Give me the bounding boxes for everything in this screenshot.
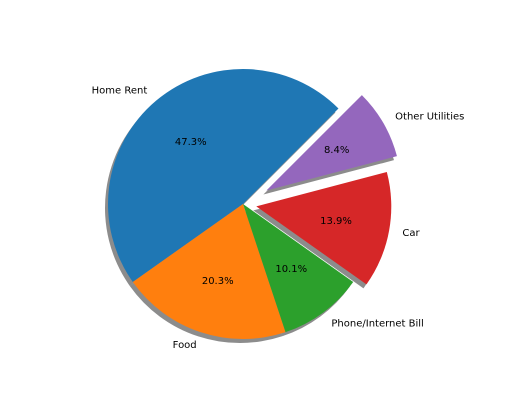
slice-food	[132, 204, 286, 339]
slice-other-utilities	[266, 95, 397, 191]
slice-home-rent	[107, 68, 339, 282]
slice-car	[256, 172, 392, 285]
slice-pct-other-utilities: 8.4%	[324, 145, 349, 156]
slice-label-other-utilities: Other Utilities	[395, 112, 464, 123]
slice-pct-phone-internet-bill: 10.1%	[275, 264, 307, 275]
slice-pct-food: 20.3%	[202, 276, 234, 287]
slice-pct-home-rent: 47.3%	[175, 137, 207, 148]
slice-label-food: Food	[173, 340, 197, 351]
slice-pct-car: 13.9%	[320, 216, 352, 227]
pie-slices	[107, 68, 397, 339]
pie-labels: Home Rent 47.3% Food 20.3% Phone/Internet Bi…	[92, 85, 465, 351]
slice-label-car: Car	[402, 228, 420, 239]
slice-phone-internet-bill	[243, 204, 354, 333]
slice-label-home-rent: Home Rent	[92, 85, 148, 96]
slice-label-phone-internet-bill: Phone/Internet Bill	[331, 318, 423, 329]
